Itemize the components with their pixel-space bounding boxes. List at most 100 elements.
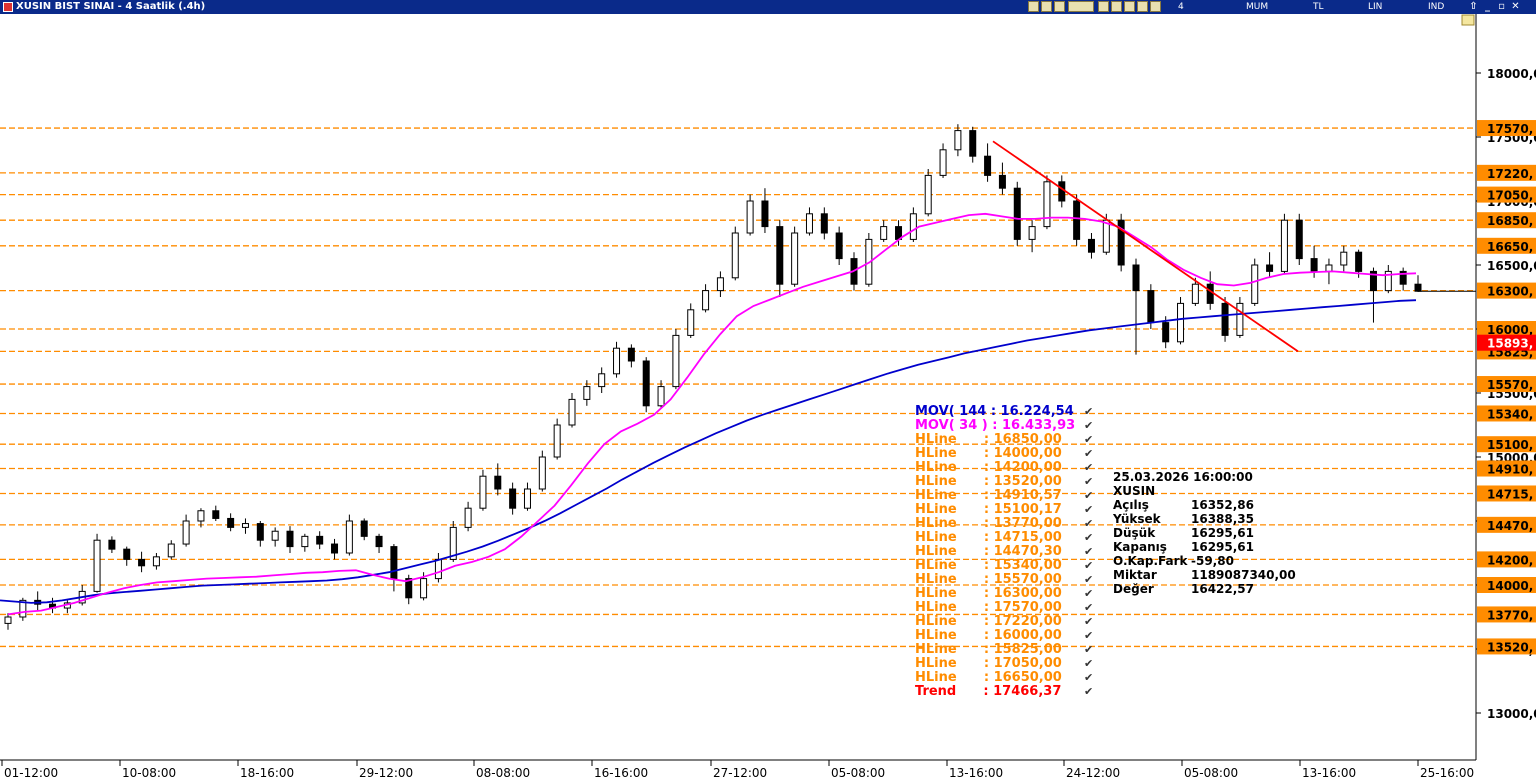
legend-item[interactable]: HLine : 17570,00 <box>915 600 1062 615</box>
legend-check-icon[interactable]: ✔ <box>1084 601 1094 614</box>
legend-check-icon[interactable]: ✔ <box>1084 531 1094 544</box>
mov34-line <box>7 212 1417 616</box>
candle-body <box>642 360 650 407</box>
legend-check-icon[interactable]: ✔ <box>1084 685 1094 698</box>
period-button[interactable]: 4 Saatlik <box>1178 2 1209 25</box>
legend-check-icon[interactable]: ✔ <box>1084 461 1094 474</box>
legend-item[interactable]: HLine : 16300,00 <box>915 586 1062 601</box>
legend-check-icon[interactable]: ✔ <box>1084 545 1094 558</box>
chart-option-icon[interactable] <box>1461 14 1475 26</box>
legend-item[interactable]: HLine : 14200,00 <box>915 460 1062 475</box>
trend-line[interactable] <box>992 140 1299 353</box>
close-icon[interactable]: ✕ <box>1511 1 1520 12</box>
hline-price-label: 16300, <box>1487 285 1533 299</box>
draw-tool-icon[interactable] <box>1111 1 1122 12</box>
hline-price-tag <box>1477 485 1536 502</box>
legend-item[interactable]: HLine : 16650,00 <box>915 670 1062 685</box>
restore-icon[interactable]: ▫ <box>1498 1 1505 12</box>
candle-body <box>909 213 917 240</box>
legend-check-icon[interactable]: ✔ <box>1084 405 1094 418</box>
candle-body <box>1325 264 1333 272</box>
candle-body <box>241 523 249 528</box>
legend-item[interactable]: MOV( 144 : 16.224,54 <box>915 404 1074 419</box>
color-tool-icon[interactable] <box>1124 1 1135 12</box>
candle-body <box>687 309 695 336</box>
x-tick-label: 29-12:00 <box>359 766 413 780</box>
legend-check-icon[interactable]: ✔ <box>1084 475 1094 488</box>
legend-check-icon[interactable]: ✔ <box>1084 489 1094 502</box>
legend-item[interactable]: HLine : 15100,17 <box>915 502 1062 517</box>
mode-button[interactable]: IND <box>1428 2 1445 12</box>
currency-button[interactable]: TL <box>1313 2 1324 12</box>
info-value: 1189087340,00 <box>1191 568 1296 582</box>
minimize-icon[interactable]: _ <box>1485 1 1490 12</box>
legend-item[interactable]: HLine : 14470,30 <box>915 544 1062 559</box>
hline-price-tag <box>1477 551 1536 568</box>
legend-check-icon[interactable]: ✔ <box>1084 573 1094 586</box>
candle-body <box>969 130 977 157</box>
legend-item[interactable]: HLine : 16000,00 <box>915 628 1062 643</box>
legend-check-icon[interactable]: ✔ <box>1084 657 1094 670</box>
hline-price-tag <box>1477 321 1536 337</box>
candle-body <box>998 174 1006 189</box>
price-chart[interactable]: 18000,017500,017000,016500,016000,015500… <box>0 14 1536 781</box>
candle-body <box>1073 200 1081 240</box>
pin-icon[interactable]: ⇧ <box>1469 1 1478 12</box>
legend-check-icon[interactable]: ✔ <box>1084 419 1094 432</box>
legend-item[interactable]: HLine : 13520,00 <box>915 474 1062 489</box>
legend-item[interactable]: HLine : 14910,57 <box>915 488 1062 503</box>
legend-item[interactable]: HLine : 14000,00 <box>915 446 1062 461</box>
candle-body <box>1399 270 1407 285</box>
candle-body <box>672 334 680 388</box>
legend-check-icon[interactable]: ✔ <box>1084 559 1094 572</box>
info-key: Yüksek <box>1113 512 1161 526</box>
hline-price-label: 17220, <box>1487 167 1533 181</box>
legend-check-icon[interactable]: ✔ <box>1084 615 1094 628</box>
candle-body <box>538 456 546 490</box>
settings-tool-icon[interactable] <box>1150 1 1161 12</box>
info-key: Kapanış <box>1113 540 1167 554</box>
candle-body <box>1028 226 1036 240</box>
crosshair-tool-icon[interactable] <box>1028 1 1039 12</box>
x-tick-label: 13-16:00 <box>949 766 1003 780</box>
hline-price-tag <box>1477 212 1536 229</box>
legend-check-icon[interactable]: ✔ <box>1084 643 1094 656</box>
legend-item[interactable]: HLine : 15570,00 <box>915 572 1062 587</box>
scale-button[interactable]: LIN <box>1368 2 1383 12</box>
hline-price-label: 15340, <box>1487 407 1533 421</box>
legend-item[interactable]: MOV( 34 ) : 16.433,93 <box>915 418 1076 433</box>
candle-body <box>19 599 27 618</box>
legend-check-icon[interactable]: ✔ <box>1084 587 1094 600</box>
legend-item[interactable]: HLine : 16850,00 <box>915 432 1062 447</box>
candle-body <box>449 526 457 560</box>
legend-check-icon[interactable]: ✔ <box>1084 517 1094 530</box>
candle-body <box>138 558 146 567</box>
legend-check-icon[interactable]: ✔ <box>1084 433 1094 446</box>
indicator-tool-icon[interactable] <box>1068 1 1094 12</box>
candle-body <box>702 290 710 311</box>
candle-body <box>1414 283 1422 292</box>
candle-body <box>761 200 769 228</box>
candle-body <box>984 155 992 176</box>
legend-item[interactable]: HLine : 15825,00 <box>915 642 1062 657</box>
zoom-tool-icon[interactable] <box>1041 1 1052 12</box>
line-tool-icon[interactable] <box>1137 1 1148 12</box>
legend-item[interactable]: HLine : 17220,00 <box>915 614 1062 629</box>
legend-item[interactable]: HLine : 17050,00 <box>915 656 1062 671</box>
legend-check-icon[interactable]: ✔ <box>1084 503 1094 516</box>
hline-price-label: 16850, <box>1487 214 1533 228</box>
candle-body <box>509 488 517 509</box>
chart-style-button[interactable]: MUM <box>1246 2 1269 12</box>
candle-body <box>1280 219 1288 272</box>
legend-item[interactable]: HLine : 15340,00 <box>915 558 1062 573</box>
hline-price-label: 17050, <box>1487 189 1533 203</box>
legend-item[interactable]: Trend : 17466,37 <box>915 684 1062 699</box>
candle-body <box>1236 302 1244 336</box>
legend-item[interactable]: HLine : 13770,00 <box>915 516 1062 531</box>
legend-check-icon[interactable]: ✔ <box>1084 447 1094 460</box>
refresh-tool-icon[interactable] <box>1054 1 1065 12</box>
legend-item[interactable]: HLine : 14715,00 <box>915 530 1062 545</box>
legend-check-icon[interactable]: ✔ <box>1084 671 1094 684</box>
compare-tool-icon[interactable] <box>1098 1 1109 12</box>
legend-check-icon[interactable]: ✔ <box>1084 629 1094 642</box>
